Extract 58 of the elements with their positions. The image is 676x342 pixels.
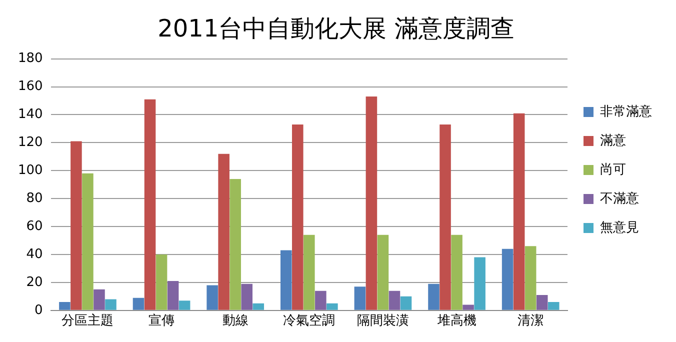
y-tick-label: 120 <box>18 135 43 150</box>
bar <box>304 234 315 310</box>
x-tick-label: 堆高機 <box>436 312 476 329</box>
bar <box>292 124 304 310</box>
bar <box>105 299 116 310</box>
x-tick-label: 分區主題 <box>62 312 114 329</box>
bar <box>354 286 366 310</box>
x-tick-label: 動線 <box>222 314 248 329</box>
bar <box>144 99 156 310</box>
chart-title: 2011台中自動化大展 滿意度調查 <box>158 14 514 43</box>
bar <box>156 254 168 310</box>
bar <box>366 96 378 310</box>
bar <box>326 303 338 310</box>
bar <box>70 141 82 310</box>
bar <box>132 298 144 310</box>
bar <box>462 304 474 310</box>
bar <box>59 302 70 310</box>
legend-label: 不滿意 <box>600 191 639 206</box>
bar <box>524 246 536 310</box>
y-tick-label: 80 <box>26 190 43 206</box>
bar <box>241 284 252 310</box>
y-tick-label: 40 <box>26 246 43 262</box>
bar <box>206 285 218 310</box>
legend-label: 滿意 <box>600 133 626 148</box>
bar <box>451 234 462 310</box>
bar <box>536 295 548 310</box>
bar <box>513 113 525 310</box>
y-tick-label: 140 <box>18 107 43 122</box>
bar <box>377 234 389 310</box>
y-tick-label: 0 <box>34 302 43 318</box>
bar <box>178 300 190 310</box>
y-tick-label: 160 <box>18 79 43 94</box>
bar <box>428 284 440 310</box>
bar <box>440 124 451 310</box>
legend-label: 無意見 <box>600 220 639 236</box>
bar <box>230 179 241 310</box>
y-tick-label: 100 <box>18 162 43 178</box>
bar <box>388 290 400 310</box>
bar <box>167 281 179 310</box>
bar <box>400 296 412 310</box>
x-tick-label: 隔間裝潢 <box>356 314 409 329</box>
legend-label: 尚可 <box>600 162 626 178</box>
bar <box>252 303 264 310</box>
x-tick-label: 冷氣空調 <box>283 314 336 329</box>
y-tick-label: 20 <box>26 274 43 290</box>
bar <box>218 154 230 310</box>
y-tick-label: 60 <box>26 218 43 234</box>
bar <box>502 248 514 310</box>
x-tick-label: 宣傳 <box>148 312 175 329</box>
bar <box>82 173 94 310</box>
bar <box>315 290 326 310</box>
bar <box>548 302 560 310</box>
legend-label: 非常滿意 <box>600 104 652 120</box>
bar <box>94 289 105 310</box>
bar <box>474 257 486 310</box>
x-tick-label: 清潔 <box>518 314 544 329</box>
y-tick-label: 180 <box>18 51 43 66</box>
bar <box>280 250 292 310</box>
